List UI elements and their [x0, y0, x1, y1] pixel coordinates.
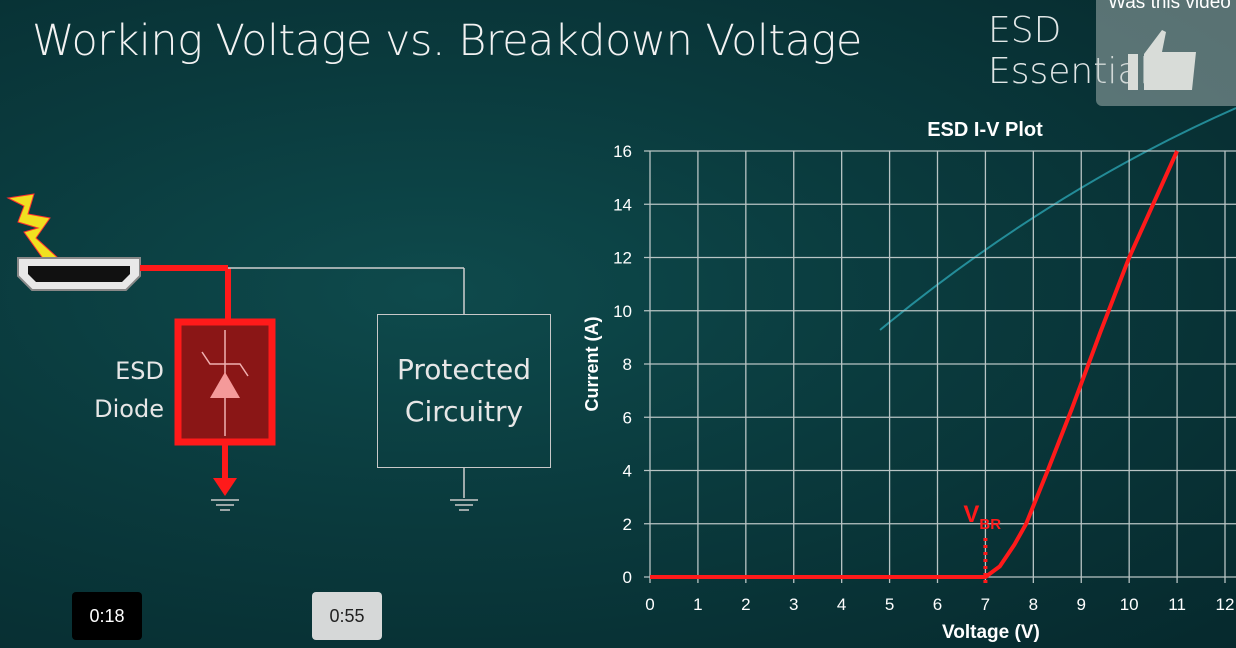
y-tick-label: 4: [623, 462, 632, 481]
current-time-badge[interactable]: 0:18: [72, 592, 142, 640]
box-label-line1: Protected: [397, 353, 531, 386]
esd-diode-label: ESD Diode: [92, 352, 164, 428]
x-tick-label: 3: [789, 595, 798, 614]
ground-icon: [450, 499, 478, 511]
x-tick-label: 7: [981, 595, 990, 614]
duration-badge[interactable]: 0:55: [312, 592, 382, 640]
box-label-line2: Circuitry: [404, 395, 524, 428]
y-axis-label: Current (A): [582, 317, 602, 412]
esd-diode-label-line2: Diode: [94, 395, 164, 423]
brand-label: ESD Essentials: [988, 10, 1169, 92]
x-tick-label: 0: [645, 595, 654, 614]
x-axis-label: Voltage (V): [942, 622, 1040, 643]
y-tick-label: 0: [623, 568, 632, 587]
feedback-prompt: Was this video: [1108, 0, 1231, 13]
y-tick-label: 6: [623, 408, 632, 427]
x-tick-label: 11: [1168, 595, 1186, 614]
x-tick-label: 2: [741, 595, 750, 614]
y-tick-label: 16: [613, 142, 632, 161]
x-tick-label: 9: [1077, 595, 1086, 614]
x-tick-label: 6: [933, 595, 942, 614]
thumbs-up-icon[interactable]: [1096, 0, 1236, 106]
x-tick-label: 1: [693, 595, 702, 614]
y-tick-label: 8: [623, 355, 632, 374]
x-tick-label: 8: [1029, 595, 1038, 614]
x-tick-label: 10: [1120, 595, 1139, 614]
arrow-down-icon: [213, 478, 237, 496]
y-tick-label: 14: [613, 195, 632, 214]
diode-symbol-icon: [210, 372, 240, 398]
protected-circuitry-box: Protected Circuitry: [377, 314, 551, 468]
x-tick-label: 12: [1216, 595, 1235, 614]
feedback-overlay[interactable]: [1096, 0, 1236, 106]
esd-diode-label-line1: ESD: [115, 357, 164, 385]
x-tick-label: 5: [885, 595, 894, 614]
y-tick-label: 10: [613, 302, 632, 321]
decorative-arc: [879, 107, 1236, 331]
ground-icon: [211, 499, 239, 511]
vbr-annotation: VBR: [963, 501, 1001, 533]
y-tick-label: 2: [623, 515, 632, 534]
lightning-icon: [6, 193, 60, 261]
x-tick-label: 4: [837, 595, 846, 614]
iv-curve: [650, 150, 1179, 579]
circuit-diagram: [6, 193, 478, 511]
slide-title: Working Voltage vs. Breakdown Voltage: [32, 16, 862, 66]
chart-title: ESD I-V Plot: [927, 119, 1043, 141]
y-tick-label: 12: [613, 249, 632, 268]
